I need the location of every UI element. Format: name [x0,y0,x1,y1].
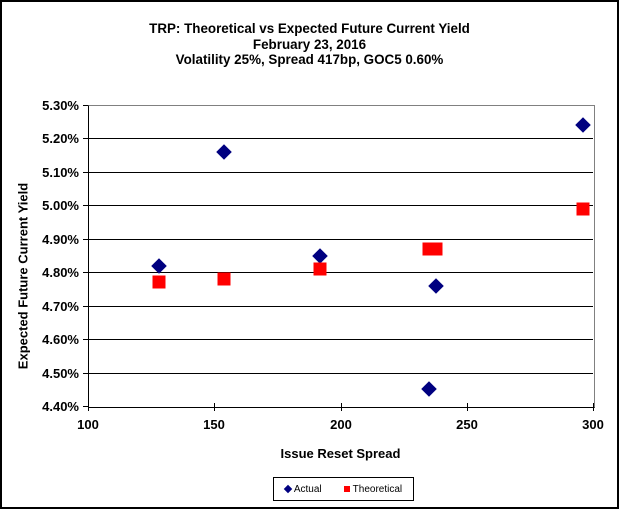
chart-subtitle-params: Volatility 25%, Spread 417bp, GOC5 0.60% [175,52,444,67]
y-tick-label-4.70%: 4.70% [42,299,79,314]
actual-diamond-icon [283,484,293,494]
data-point-theoretical-154 [217,272,231,286]
y-tick-label-5.20%: 5.20% [42,131,79,146]
data-point-theoretical-128 [152,275,166,289]
x-tick-label-250: 250 [456,417,478,432]
y-tick-label-4.80%: 4.80% [42,265,79,280]
chart-subtitle-date: February 23, 2016 [252,36,367,52]
x-tick-label-100: 100 [77,417,99,432]
legend-entry-actual: Actual [283,483,322,495]
gridline-4.90% [89,239,593,240]
y-tick-label-4.40%: 4.40% [42,399,79,414]
x-tick-250 [467,403,468,411]
gridline-4.60% [89,339,593,340]
y-tick-5.00% [83,205,88,206]
y-tick-5.10% [83,172,88,173]
plot-area [88,105,595,408]
chart-title-block: TRP: Theoretical vs Expected Future Curr… [2,21,617,68]
y-tick-5.20% [83,138,88,139]
y-tick-label-5.00%: 5.00% [42,198,79,213]
gridline-4.50% [89,373,593,374]
y-tick-4.80% [83,272,88,273]
legend-entry-theoretical: Theoretical [343,483,403,495]
x-tick-300 [593,403,594,411]
gridline-4.80% [89,272,593,273]
y-tick-5.30% [83,105,88,106]
data-point-theoretical-296 [576,202,590,216]
y-tick-label-5.10%: 5.10% [42,165,79,180]
y-tick-4.70% [83,306,88,307]
y-tick-label-4.90%: 4.90% [42,232,79,247]
y-tick-label-4.50%: 4.50% [42,366,79,381]
y-tick-label-5.30%: 5.30% [42,98,79,113]
y-tick-4.90% [83,239,88,240]
x-tick-200 [341,403,342,411]
legend-label-actual: Actual [293,483,322,495]
data-point-theoretical-238 [429,242,443,256]
x-tick-100 [88,403,89,411]
gridline-5.10% [89,172,593,173]
legend: Actual Theoretical [273,477,414,501]
chart-title: TRP: Theoretical vs Expected Future Curr… [149,21,470,36]
gridline-5.00% [89,205,593,206]
x-tick-label-150: 150 [203,417,225,432]
y-tick-4.50% [83,373,88,374]
legend-label-theoretical: Theoretical [352,483,403,495]
gridline-5.20% [89,138,593,139]
gridline-4.70% [89,306,593,307]
theoretical-square-icon [343,486,350,492]
y-tick-4.60% [83,339,88,340]
data-point-theoretical-192 [313,262,327,276]
y-tick-4.40% [83,406,88,407]
x-tick-label-300: 300 [582,417,604,432]
x-axis-title: Issue Reset Spread [280,446,401,461]
y-tick-label-4.60%: 4.60% [42,332,79,347]
x-tick-label-200: 200 [330,417,352,432]
x-tick-150 [214,403,215,411]
